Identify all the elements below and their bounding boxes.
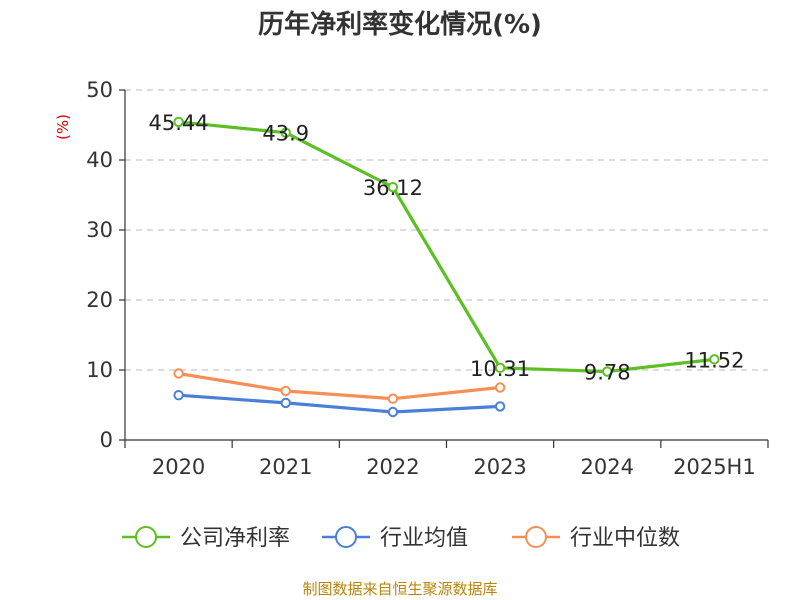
legend-marker-2 xyxy=(525,526,547,548)
y-axis-label: (%) xyxy=(54,114,72,140)
point-0-2022 xyxy=(387,181,399,193)
legend: 公司净利率 行业均值 行业中位数 xyxy=(122,526,680,551)
series-line-1 xyxy=(178,393,501,414)
y-tick-label-40: 40 xyxy=(86,148,113,172)
point-0-2020 xyxy=(173,116,184,128)
point-0-2025H1 xyxy=(709,354,720,365)
y-tick-label-10: 10 xyxy=(86,358,113,382)
data-label-2023: 10.31 xyxy=(470,357,530,381)
x-tick-label-2025H1: 2025H1 xyxy=(673,455,756,479)
source-note: 制图数据来自恒生聚源数据库 xyxy=(302,580,497,598)
point-2-2022 xyxy=(387,393,399,404)
point-1-2021 xyxy=(280,397,291,409)
x-tick-label-2021: 2021 xyxy=(259,455,312,479)
y-tick-label-0: 0 xyxy=(100,428,113,452)
point-0-2023 xyxy=(494,362,506,374)
data-label-2020: 45.44 xyxy=(149,111,209,135)
point-0-2024 xyxy=(602,366,613,377)
data-label-2025H1: 11.52 xyxy=(684,348,744,372)
legend-marker-1 xyxy=(335,526,357,548)
data-label-2021: 43.9 xyxy=(262,122,309,146)
y-tick-label-20: 20 xyxy=(86,288,113,312)
point-2-2023 xyxy=(494,382,506,393)
gridlines xyxy=(125,89,768,371)
data-labels: 45.44 43.9 36.12 10.31 9.78 11.52 xyxy=(149,111,745,385)
y-tick-label-30: 30 xyxy=(86,218,113,242)
series-line-0 xyxy=(178,120,715,374)
x-tick-label-2020: 2020 xyxy=(152,455,205,479)
x-tick-label-2024: 2024 xyxy=(581,455,634,479)
x-tick-label-2022: 2022 xyxy=(366,455,419,479)
legend-label-1: 行业均值 xyxy=(380,526,468,551)
axes: 0 10 20 30 40 50 2020 2021 2022 2023 2024 2025H1 xyxy=(86,78,769,479)
point-2-2020 xyxy=(173,368,184,379)
legend-label-2: 行业中位数 xyxy=(570,526,680,551)
series-line-2 xyxy=(178,371,501,401)
x-tick-label-2023: 2023 xyxy=(473,455,526,479)
point-1-2020 xyxy=(173,390,184,401)
data-label-2022: 36.12 xyxy=(363,176,423,200)
point-1-2023 xyxy=(494,401,506,412)
y-tick-label-50: 50 xyxy=(86,78,113,102)
legend-marker-0 xyxy=(135,526,157,548)
point-0-2021 xyxy=(280,127,291,138)
chart-title: 历年净利率变化情况(%) xyxy=(258,9,542,40)
series-layer xyxy=(173,116,720,418)
point-2-2021 xyxy=(280,385,291,397)
point-1-2022 xyxy=(387,406,399,418)
legend-label-0: 公司净利率 xyxy=(180,526,290,551)
data-label-2024: 9.78 xyxy=(584,361,631,385)
